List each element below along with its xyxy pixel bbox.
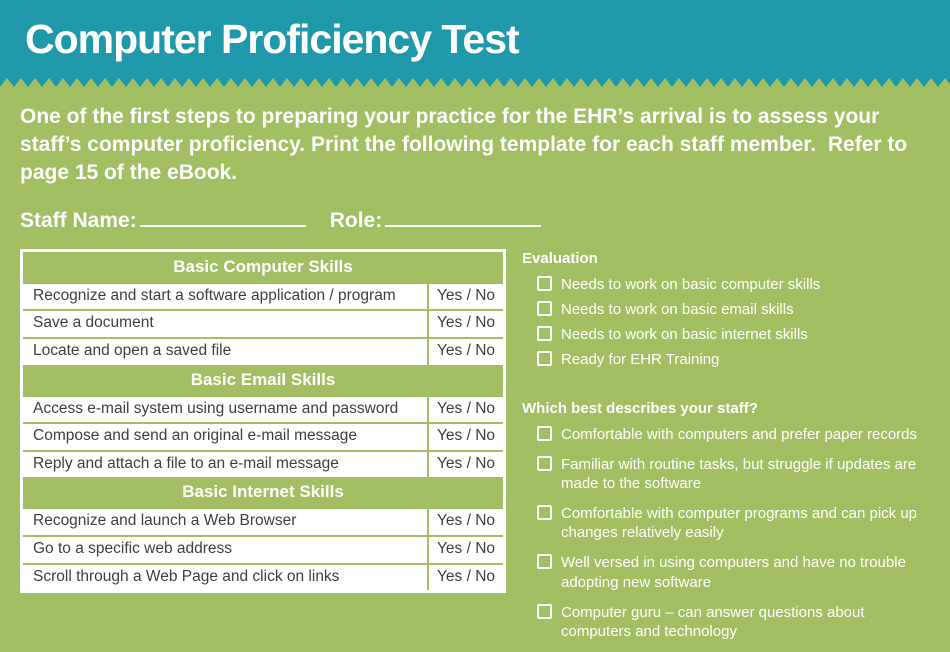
evaluation-panel: Evaluation Needs to work on basic comput…	[522, 249, 930, 652]
skill-question: Save a document	[33, 314, 154, 332]
evaluation-option: Needs to work on basic computer skills	[537, 275, 930, 294]
table-row: Locate and open a saved file Yes / No	[23, 336, 503, 365]
header-banner: Computer Proficiency Test	[0, 0, 950, 78]
section-header-basic-computer-skills: Basic Computer Skills	[23, 251, 503, 284]
page-title: Computer Proficiency Test	[25, 15, 520, 62]
describe-options: Comfortable with computers and prefer pa…	[522, 425, 930, 642]
describe-option: Well versed in using computers and have …	[537, 553, 930, 591]
skill-question: Locate and open a saved file	[33, 341, 232, 359]
checkbox-icon[interactable]	[537, 275, 552, 291]
section-header-basic-email-skills: Basic Email Skills	[23, 364, 503, 397]
table-row: Recognize and start a software applicati…	[23, 283, 503, 310]
evaluation-option: Needs to work on basic internet skills	[537, 325, 930, 344]
staff-name-label: Staff Name:	[20, 208, 137, 232]
content: One of the first steps to preparing your…	[0, 103, 950, 652]
table-row: Save a document Yes / No	[23, 309, 503, 337]
describe-option: Computer guru – can answer questions abo…	[537, 603, 930, 641]
checkbox-label: Familiar with routine tasks, but struggl…	[561, 455, 917, 492]
checkbox-icon[interactable]	[537, 300, 552, 316]
columns: Basic Computer Skills Recognize and star…	[20, 248, 930, 652]
yes-no-cell: Yes / No	[427, 338, 503, 365]
checkbox-label: Needs to work on basic internet skills	[561, 326, 808, 344]
yes-no-cell: Yes / No	[427, 509, 503, 535]
yes-no-cell: Yes / No	[427, 451, 503, 478]
describe-option: Familiar with routine tasks, but struggl…	[537, 455, 930, 493]
checkbox-icon[interactable]	[537, 603, 552, 619]
checkbox-icon[interactable]	[537, 351, 552, 367]
table-row: Go to a specific web address Yes / No	[23, 534, 503, 563]
table-row: Recognize and launch a Web Browser Yes /…	[23, 509, 503, 535]
table-row: Reply and attach a file to an e-mail mes…	[23, 449, 503, 478]
table-row: Access e-mail system using username and …	[23, 396, 503, 423]
checkbox-icon[interactable]	[537, 455, 552, 471]
checkbox-label: Ready for EHR Training	[561, 351, 720, 369]
checkbox-icon[interactable]	[537, 425, 552, 441]
evaluation-option: Ready for EHR Training	[537, 350, 930, 369]
section-header-basic-internet-skills: Basic Internet Skills	[23, 477, 503, 510]
checkbox-label: Well versed in using computers and have …	[561, 554, 906, 591]
checkbox-label: Needs to work on basic email skills	[561, 300, 794, 318]
skill-question: Recognize and launch a Web Browser	[33, 512, 297, 530]
skill-question: Go to a specific web address	[33, 539, 233, 557]
role-input-line[interactable]	[385, 224, 542, 227]
intro-paragraph: One of the first steps to preparing your…	[20, 105, 908, 184]
role-label: Role:	[329, 208, 383, 232]
skill-question: Access e-mail system using username and …	[33, 399, 399, 417]
checkbox-label: Needs to work on basic computer skills	[561, 275, 821, 293]
yes-no-cell: Yes / No	[427, 564, 503, 591]
skills-table: Basic Computer Skills Recognize and star…	[20, 248, 506, 594]
name-role-row: Staff Name: Role:	[20, 209, 930, 233]
describe-option: Comfortable with computer programs and c…	[537, 504, 930, 542]
yes-no-cell: Yes / No	[427, 283, 503, 310]
checkbox-icon[interactable]	[537, 554, 552, 570]
yes-no-cell: Yes / No	[427, 424, 503, 450]
describe-option: Comfortable with computers and prefer pa…	[537, 425, 930, 444]
yes-no-cell: Yes / No	[427, 311, 503, 337]
checkbox-label: Comfortable with computer programs and c…	[561, 505, 918, 542]
skill-question: Recognize and start a software applicati…	[33, 286, 396, 304]
skill-question: Compose and send an original e-mail mess…	[33, 427, 357, 445]
table-row: Scroll through a Web Page and click on l…	[23, 562, 503, 591]
checkbox-icon[interactable]	[537, 505, 552, 521]
skill-question: Scroll through a Web Page and click on l…	[33, 567, 340, 585]
skill-question: Reply and attach a file to an e-mail mes…	[33, 454, 339, 472]
checkbox-label: Computer guru – can answer questions abo…	[561, 603, 865, 641]
zigzag-divider-icon	[0, 78, 950, 87]
yes-no-cell: Yes / No	[427, 536, 503, 563]
checkbox-icon[interactable]	[537, 326, 552, 342]
checkbox-label: Comfortable with computers and prefer pa…	[561, 425, 918, 443]
evaluation-heading: Evaluation	[522, 249, 598, 267]
yes-no-cell: Yes / No	[427, 396, 503, 423]
table-row: Compose and send an original e-mail mess…	[23, 422, 503, 450]
describe-heading: Which best describes your staff?	[522, 399, 758, 417]
staff-name-input-line[interactable]	[139, 224, 306, 227]
evaluation-option: Needs to work on basic email skills	[537, 300, 930, 319]
